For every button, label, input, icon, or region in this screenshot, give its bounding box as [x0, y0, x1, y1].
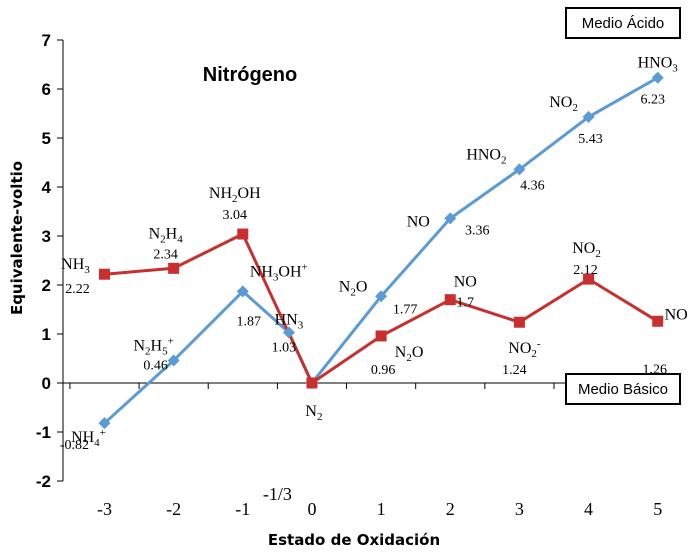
series-markers: [98, 71, 664, 430]
x-tick-label: 5: [653, 499, 662, 519]
species-label: NH4+: [71, 427, 106, 449]
x-tick-label: 4: [584, 499, 593, 519]
acid-series-point: [167, 354, 180, 367]
x-tick-label: -3: [97, 499, 112, 519]
species-label: N2H5+: [133, 335, 173, 357]
acid-series-point: [651, 71, 664, 84]
y-tick-label: -2: [36, 472, 51, 491]
value-label: 1.03: [272, 341, 297, 356]
basic-series-point: [98, 268, 110, 280]
acid-series-point: [236, 285, 249, 298]
value-label: 6.23: [640, 93, 665, 108]
value-label: 1.7: [457, 296, 475, 311]
value-label: 0.96: [371, 363, 396, 378]
basic-series-point: [375, 330, 387, 342]
acid-series-line: [103, 76, 659, 425]
acid-series-point: [98, 417, 111, 430]
value-label: 5.43: [578, 132, 603, 147]
x-tick-label: -2: [166, 499, 181, 519]
y-tick-label: 1: [42, 325, 51, 344]
x-tick-label: 3: [515, 499, 524, 519]
basic-series-point: [444, 294, 456, 306]
value-label: 2.22: [65, 282, 90, 297]
y-axis-title: Equivalente-voltio: [8, 161, 26, 315]
species-label: N2O: [339, 278, 368, 298]
value-label: 4.36: [520, 178, 545, 193]
x-tick-label: -1: [235, 499, 250, 519]
value-label: 1.87: [237, 314, 262, 329]
x-tick-label: 2: [446, 499, 455, 519]
acid-series-point: [375, 290, 388, 303]
point-labels: NH4+-0.82 N2H5+0.46 NH3OH+ 1.87 HN3 1.03 N2 N2O…: [60, 55, 688, 453]
species-label: NH3OH+: [250, 261, 308, 283]
species-label: N2H4: [149, 225, 184, 245]
x-axis-title: Estado de Oxidación: [268, 531, 440, 549]
basic-series-point: [168, 262, 180, 274]
species-label: NH3: [61, 256, 90, 276]
acid-series-point: [282, 326, 295, 339]
basic-series-point: [652, 315, 664, 327]
species-label: N2O: [395, 344, 424, 364]
species-label: HN3: [275, 312, 304, 332]
acid-series-point: [444, 212, 457, 225]
y-tick-label: 4: [42, 178, 52, 197]
y-tick-label: 5: [42, 129, 51, 148]
y-tick-label: 6: [42, 80, 51, 99]
basic-medium-box: Medio Básico: [565, 373, 681, 405]
y-tick-label: 3: [42, 227, 51, 246]
species-label: NO: [407, 213, 430, 230]
x-tick-label: -1/3: [263, 484, 292, 504]
species-label: NO2: [549, 94, 578, 114]
value-label: 0.46: [143, 358, 168, 373]
value-label: 1.24: [502, 363, 527, 378]
basic-series-point: [306, 377, 318, 389]
species-label: N2: [305, 403, 322, 423]
species-label: NO: [454, 274, 477, 291]
basic-series-point: [583, 273, 595, 285]
acid-series-point: [582, 110, 595, 123]
chart-title: Nitrógeno: [203, 64, 297, 86]
basic-series-point: [513, 316, 525, 328]
value-label: -0.82: [60, 438, 89, 453]
value-label: 3.36: [465, 223, 490, 238]
acid-series-point: [513, 163, 526, 176]
value-label: 2.34: [153, 247, 178, 262]
basic-series-point: [237, 228, 249, 240]
acid-medium-label: Medio Ácido: [582, 15, 665, 32]
species-label: NH2OH: [209, 185, 261, 205]
y-tick-label: 7: [42, 31, 51, 50]
x-tick-label: 0: [307, 499, 316, 519]
acid-medium-box: Medio Ácido: [565, 7, 681, 39]
species-label: HNO3: [638, 55, 679, 75]
basic-medium-label: Medio Básico: [578, 381, 668, 398]
value-label: 1.77: [393, 302, 418, 317]
y-tick-label: -1: [36, 423, 51, 442]
value-label: 3.04: [223, 208, 248, 223]
y-tick-label: 0: [42, 374, 51, 393]
species-label: NO2: [572, 240, 601, 260]
value-label: 2.12: [573, 263, 598, 278]
y-tick-label: 2: [42, 276, 51, 295]
species-label: NO2-: [508, 338, 541, 360]
species-label: NO3-: [665, 304, 688, 326]
axes: -2 -1 0 1 2 3 4 5 6 7 -3 -2 -1 -1/3 0 1 2 3 4 5: [36, 31, 675, 519]
species-label: HNO2: [466, 146, 506, 166]
x-tick-label: 1: [377, 499, 386, 519]
